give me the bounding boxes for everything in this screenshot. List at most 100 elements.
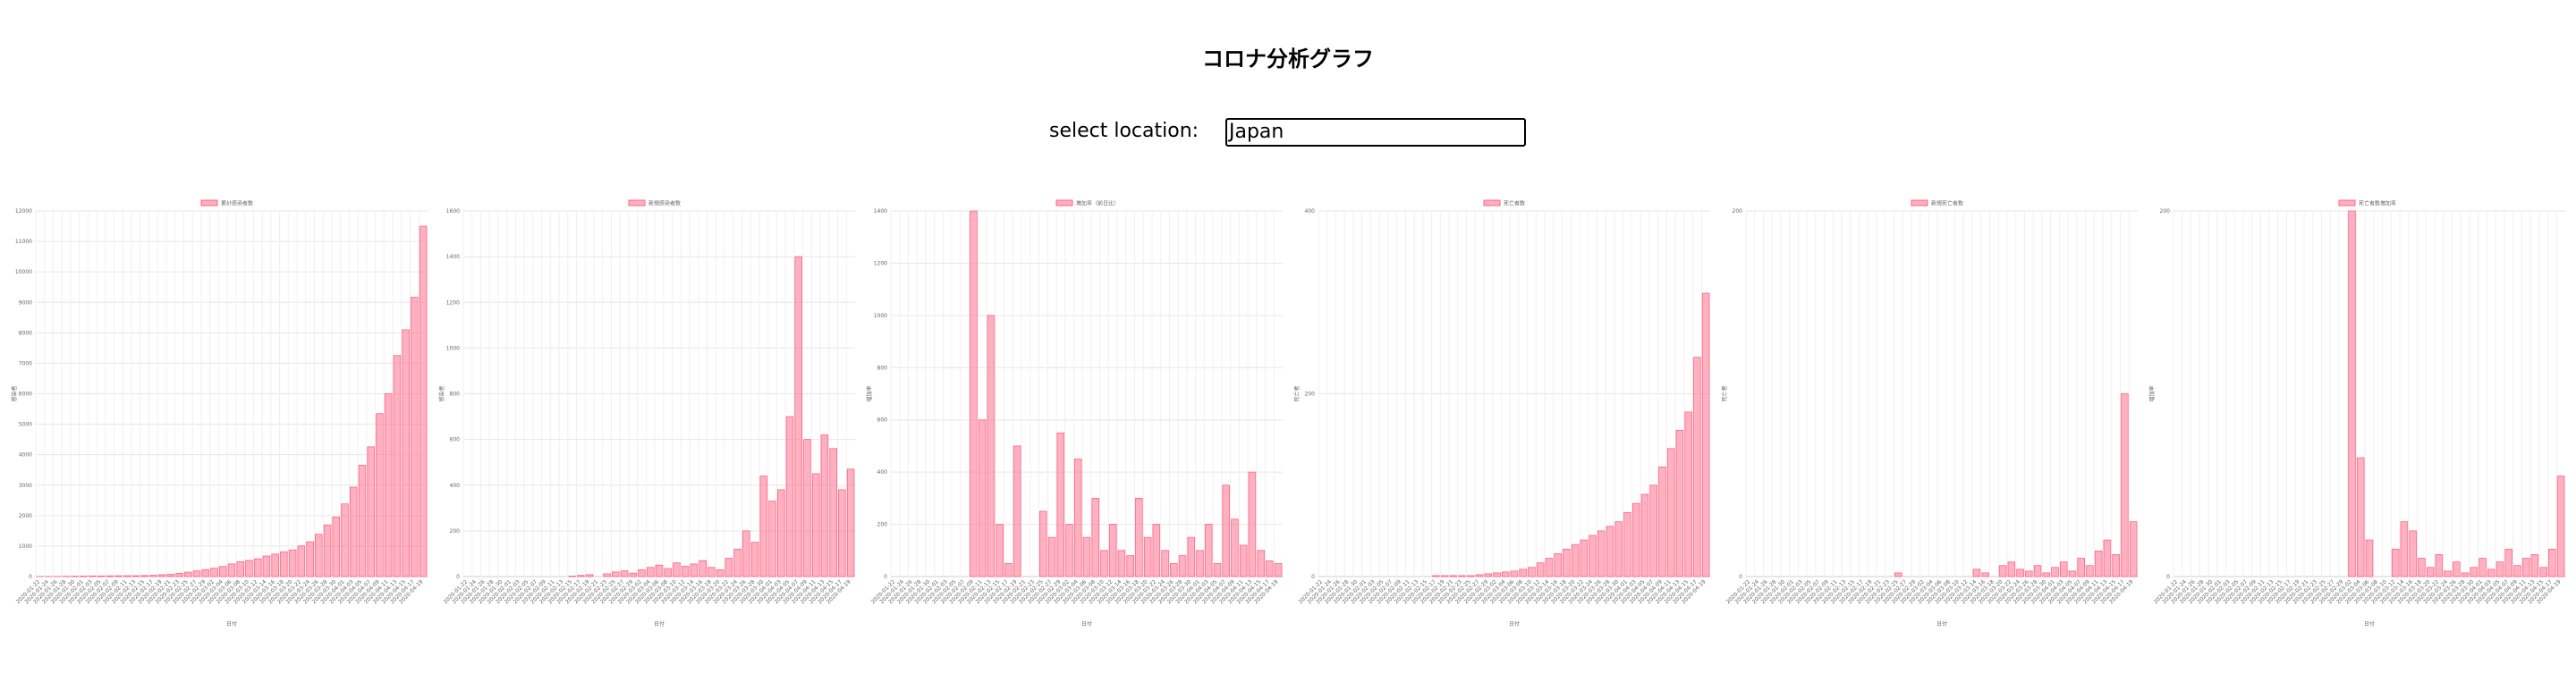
y-tick-label: 800 bbox=[877, 365, 888, 371]
bar bbox=[2365, 539, 2374, 577]
bar bbox=[149, 575, 157, 577]
bar bbox=[1082, 536, 1091, 577]
bar bbox=[341, 503, 349, 577]
bar bbox=[568, 576, 576, 577]
y-tick-label: 11000 bbox=[15, 239, 32, 245]
bar bbox=[785, 416, 794, 577]
bar bbox=[123, 575, 131, 577]
bar bbox=[742, 530, 750, 577]
bar bbox=[393, 355, 402, 577]
bar bbox=[1432, 575, 1440, 577]
y-axis-title: 増加率 bbox=[866, 385, 873, 401]
bar bbox=[690, 563, 699, 577]
bar bbox=[996, 524, 1004, 577]
bar bbox=[1998, 565, 2007, 577]
bar bbox=[2487, 569, 2496, 577]
bar bbox=[2530, 554, 2539, 577]
y-tick-label: 0 bbox=[1311, 574, 1315, 580]
y-tick-label: 200 bbox=[1305, 392, 1316, 398]
bar bbox=[1047, 536, 1056, 577]
y-tick-label: 1600 bbox=[446, 208, 460, 215]
bar bbox=[2496, 561, 2504, 577]
y-axis-title: 死亡者 bbox=[1721, 385, 1728, 401]
y-tick-label: 8000 bbox=[19, 330, 32, 336]
bar bbox=[131, 575, 140, 577]
x-axis-title: 日付 bbox=[654, 620, 665, 628]
legend-swatch bbox=[1911, 199, 1928, 206]
bar bbox=[1117, 550, 1126, 577]
bar bbox=[2453, 561, 2461, 577]
bar bbox=[1257, 550, 1265, 577]
legend-swatch bbox=[1055, 199, 1073, 206]
y-tick-label: 9000 bbox=[19, 299, 32, 306]
y-tick-label: 200 bbox=[877, 522, 888, 528]
page-title: コロナ分析グラフ bbox=[1202, 46, 1374, 72]
bar bbox=[1013, 445, 1021, 577]
bar bbox=[803, 439, 811, 577]
bar bbox=[1266, 560, 1274, 577]
bar bbox=[2356, 457, 2365, 577]
bar bbox=[2409, 530, 2417, 577]
bar bbox=[1248, 471, 1257, 577]
bar bbox=[646, 567, 655, 577]
bar bbox=[1065, 524, 1073, 577]
bar bbox=[987, 315, 996, 577]
bar bbox=[2094, 550, 2103, 577]
bar bbox=[1972, 569, 1981, 577]
bar bbox=[411, 297, 419, 577]
bar bbox=[2418, 558, 2426, 577]
bar bbox=[1213, 562, 1222, 577]
y-tick-label: 200 bbox=[450, 528, 461, 535]
bar bbox=[1554, 553, 1562, 577]
bar bbox=[80, 576, 88, 577]
bar bbox=[2348, 210, 2356, 577]
bar bbox=[2513, 565, 2521, 577]
bar bbox=[1178, 555, 1187, 577]
bar bbox=[157, 574, 166, 577]
legend-swatch bbox=[200, 199, 218, 206]
bar bbox=[192, 570, 201, 577]
bar bbox=[227, 563, 236, 577]
bar bbox=[2112, 554, 2120, 577]
bar bbox=[297, 545, 306, 577]
bar bbox=[306, 541, 314, 577]
bar bbox=[1222, 484, 1231, 577]
bar bbox=[664, 568, 673, 577]
legend-swatch bbox=[2338, 199, 2356, 206]
bar bbox=[2391, 548, 2400, 577]
bar bbox=[262, 555, 271, 577]
y-tick-label: 1200 bbox=[446, 299, 460, 306]
y-tick-label: 800 bbox=[450, 392, 461, 398]
bar bbox=[2059, 561, 2068, 577]
bar bbox=[166, 574, 175, 577]
y-tick-label: 400 bbox=[450, 483, 461, 489]
bar bbox=[1640, 493, 1649, 577]
y-tick-label: 400 bbox=[1305, 208, 1316, 215]
bar bbox=[1571, 543, 1580, 577]
legend-label: 新規感染者数 bbox=[648, 200, 681, 207]
bar bbox=[820, 434, 829, 577]
bar bbox=[1894, 572, 1902, 577]
x-axis-title: 日付 bbox=[1081, 620, 1092, 628]
bar bbox=[776, 489, 785, 577]
y-tick-label: 0 bbox=[1739, 574, 1742, 580]
y-tick-label: 3000 bbox=[19, 483, 32, 489]
bar bbox=[1666, 448, 1675, 577]
bar bbox=[97, 575, 106, 577]
y-axis-title: 感染者 bbox=[11, 385, 18, 401]
y-tick-label: 400 bbox=[877, 469, 888, 476]
bar bbox=[253, 558, 262, 577]
y-tick-label: 200 bbox=[2160, 208, 2171, 215]
y-tick-label: 4000 bbox=[19, 452, 32, 459]
y-tick-label: 12000 bbox=[15, 208, 32, 215]
bar bbox=[106, 575, 114, 577]
bar bbox=[1056, 432, 1065, 577]
legend-label: 死亡者数増加率 bbox=[2359, 200, 2396, 207]
bar bbox=[1684, 411, 1692, 577]
bar bbox=[210, 568, 218, 577]
bar bbox=[2444, 570, 2452, 577]
location-input[interactable]: Japan bbox=[1225, 118, 1526, 147]
bar bbox=[1649, 484, 1658, 577]
y-tick-label: 0 bbox=[29, 574, 32, 580]
